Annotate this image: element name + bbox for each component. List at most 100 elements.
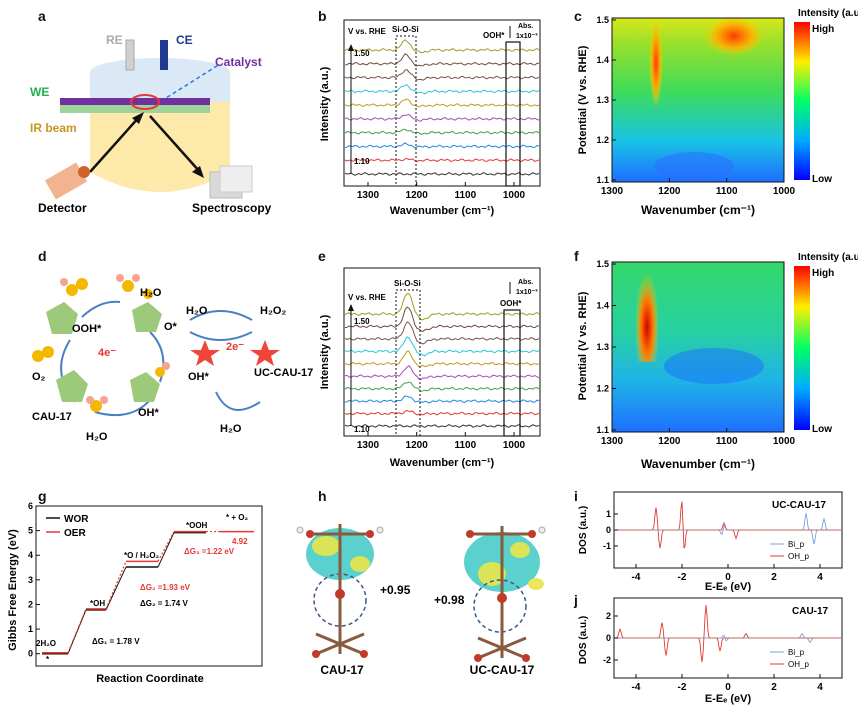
j-xtick-label-2: 0 [725, 682, 731, 693]
panel-e-chart: Si-O-Si OOH* Abs. 1x10⁻³ V vs. RHE 1.50 … [319, 267, 541, 469]
c-xtick-label-2: 1100 [716, 186, 738, 197]
i-ytick-label-1: 0 [606, 525, 611, 535]
g-ytick-label-2: 4 [28, 550, 33, 560]
legend-wor-label: WOR [64, 514, 89, 525]
xlabel-g: Reaction Coordinate [96, 673, 204, 685]
cbar-high-f: High [812, 268, 834, 279]
f-ytick-label-3: 1.2 [596, 384, 609, 394]
ir-out-arrow [149, 115, 201, 173]
atom-4 [122, 280, 134, 292]
xlabel-b: Wavenumber (cm⁻¹) [390, 205, 495, 217]
panel-h-structures: +0.95 +0.98 CAU-17 UC-CAU-17 [296, 524, 546, 677]
e-series-3 [344, 381, 540, 392]
value-492-label: 4.92 [232, 537, 248, 546]
b-series-7 [344, 69, 540, 81]
ooh-label-b: OOH* [483, 31, 505, 40]
c-ytick-label-3: 1.2 [596, 135, 609, 145]
spectroscopy-label: Spectroscopy [192, 201, 272, 215]
hotspot-c2 [704, 16, 764, 56]
e-series-1 [344, 409, 540, 416]
x-ticks-e: 1300 1200 1100 1000 [357, 432, 526, 451]
sio-box-b [395, 35, 417, 187]
detector-label: Detector [38, 201, 87, 215]
ooh-box-e [503, 309, 521, 437]
panel-label-a: a [38, 8, 46, 24]
panel-label-j: j [574, 592, 578, 608]
cycle-arrow-3 [149, 331, 165, 383]
cycle2-arrow-low [215, 391, 261, 411]
catalyst-highlight [130, 94, 160, 110]
f-xtick-label-2: 1100 [716, 436, 738, 447]
j-xtick-label-0: -4 [632, 682, 641, 693]
panel-label-g: g [38, 488, 47, 504]
b-series-3 [344, 128, 540, 135]
atom-12 [100, 396, 108, 404]
b-xtick-label-3: 1000 [503, 190, 526, 201]
y-ticks-g: 6 5 4 3 2 1 0 [28, 501, 40, 659]
g-ytick-label-0: 6 [28, 501, 33, 511]
xlabel-j: E-Eₑ (eV) [705, 693, 752, 705]
star-left [190, 340, 220, 366]
j-ytick-label-2: -2 [603, 655, 611, 665]
oer-connector-3 [157, 531, 175, 562]
cool-region-c [654, 152, 734, 180]
state-o-label: *O / H₂O₂ [124, 551, 160, 560]
panel-i-chart: 1 0 -1 -4 -2 0 2 4 UC-CAU-17 Bi_p OH_p E-Eₑ (e… [578, 491, 843, 592]
i-ytick-label-0: 1 [606, 509, 611, 519]
i-xtick-label-2: 0 [725, 572, 731, 583]
panel-label-c: c [574, 8, 582, 24]
dg2-label: ΔG₂ = 1.74 V [140, 599, 188, 608]
ylabel-g: Gibbs Free Energy (eV) [7, 529, 19, 651]
panel-j-chart: 20-2 -4 -2 0 2 4 CAU-17 Bi_p OH_p E-Eₑ (eV) … [578, 597, 843, 705]
ooh-star-label: OOH* [72, 323, 102, 335]
colorbar-c [794, 22, 810, 180]
e-series-0 [344, 424, 540, 428]
f-ytick-label-0: 1.5 [596, 259, 609, 269]
panel-f-chart: 1.5 1.4 1.3 1.2 1.1 1300 1200 1100 1000 Wavenum… [577, 252, 858, 471]
sio-label-b: Si-O-Si [392, 25, 419, 34]
legend-bi-label-i: Bi_p [788, 540, 805, 549]
spectra-series-e [344, 293, 540, 428]
ylabel-j: DOS (a.u.) [578, 616, 589, 664]
o2-label: O₂ [32, 371, 46, 383]
wor-connector-1 [67, 609, 87, 654]
scale-label-e: 1x10⁻³ [516, 289, 538, 296]
potential-arrowhead-e [348, 304, 354, 311]
b-xtick-label-2: 1100 [454, 190, 476, 201]
dg2-red-label: ΔG₂ =1.93 eV [140, 583, 191, 592]
g-ytick-label-4: 2 [28, 599, 33, 609]
e-series-9 [344, 293, 540, 321]
y-ticks-i: 1 0 -1 [603, 509, 618, 551]
cool-region-f [664, 348, 764, 384]
b-series-0 [344, 172, 540, 176]
panel-label-b: b [318, 8, 327, 24]
plot-frame-b [343, 19, 541, 187]
y-ticks-c: 1.5 1.4 1.3 1.2 1.1 [596, 15, 616, 185]
ce-label: CE [176, 33, 193, 47]
e-series-6 [344, 336, 540, 357]
atom-5 [116, 274, 124, 282]
panel-label-h: h [318, 488, 327, 504]
h2o-bottom-label: H₂O [86, 431, 108, 443]
y-ticks-j: 2 0 -2 [603, 611, 618, 665]
pentagon-o [132, 302, 162, 332]
abs-label-b: Abs. [518, 23, 533, 30]
ylabel-f: Potential (V vs. RHE) [577, 291, 589, 400]
re-label: RE [106, 33, 123, 47]
g-ytick-label-3: 3 [28, 575, 33, 585]
abs-label-e: Abs. [518, 279, 533, 286]
ooh-box-b [505, 41, 521, 187]
c-ytick-label-1: 1.4 [596, 55, 609, 65]
cau17-caption: CAU-17 [320, 663, 364, 677]
charge-right-label: +0.98 [434, 593, 465, 607]
oh-star2-label: OH* [188, 371, 210, 383]
atom-1 [66, 284, 78, 296]
legend-oer-label: OER [64, 528, 86, 539]
i-dos-bi [615, 513, 841, 545]
we-green-layer [60, 105, 210, 113]
ylabel-b: Intensity (a.u.) [319, 66, 331, 141]
state-star-label: * [46, 655, 50, 664]
b-series-6 [344, 84, 540, 95]
potential-label-b: V vs. RHE [348, 27, 386, 36]
cycle2-arrow-top [189, 310, 253, 321]
